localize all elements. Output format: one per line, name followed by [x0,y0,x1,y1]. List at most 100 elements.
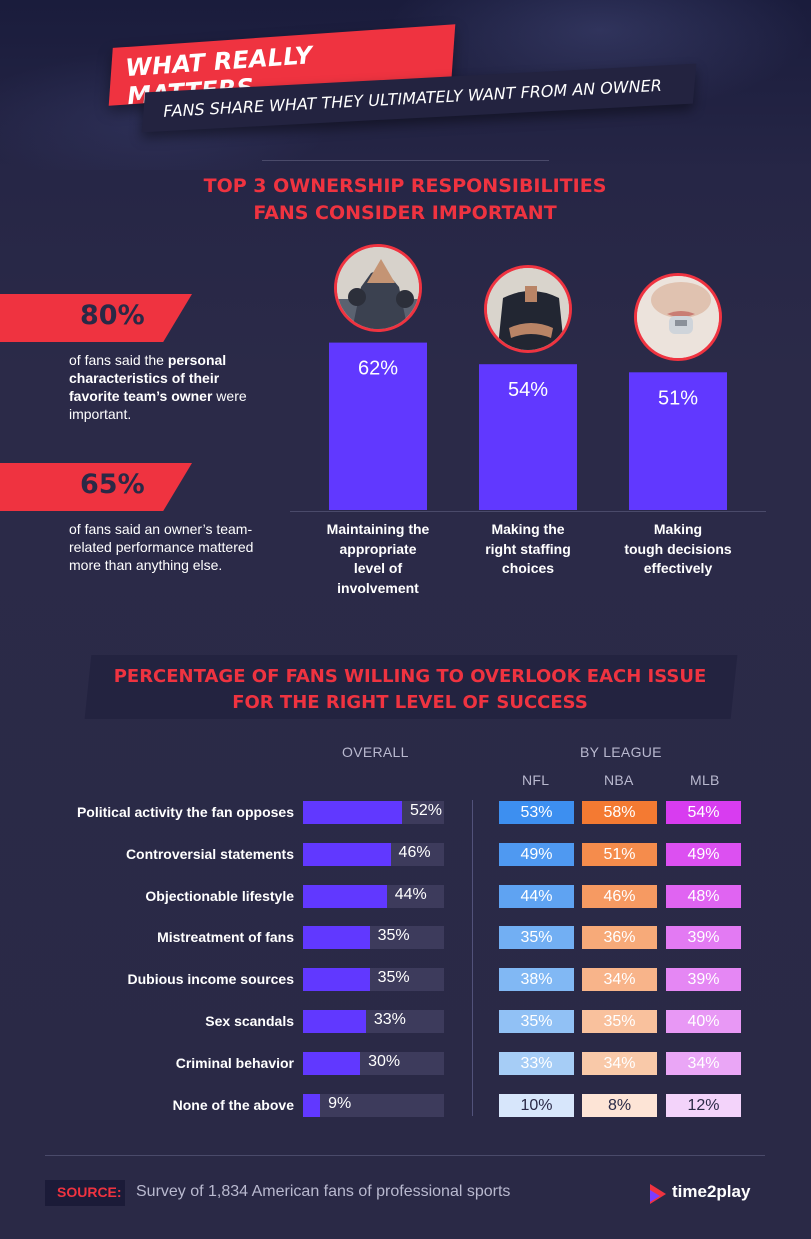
nba-value-cell: 46% [582,884,657,908]
nba-value-cell: 36% [582,926,657,950]
overall-bar [303,1093,321,1117]
stat-banner-2 [0,463,192,511]
source-label: SOURCE: [57,1184,122,1200]
nfl-column-header: NFL [522,772,550,788]
mlb-value-cell: 40% [666,1010,741,1033]
overall-bar [303,801,402,824]
overall-bar-track: 35% [303,926,444,950]
stat-description-1-post: were important. [69,388,247,422]
source-text: Survey of 1,834 American fans of profess… [136,1183,511,1200]
overall-bar-track: 52% [303,801,444,824]
team-hands-illustration [337,247,419,329]
overall-bar-track: 9% [303,1093,444,1117]
nba-value-cell: 8% [582,1093,657,1117]
mlb-value-cell: 34% [666,1051,741,1075]
section2-title-line1: PERCENTAGE OF FANS WILLING TO OVERLOOK E… [113,666,707,687]
stat-description-1-bold: personal characteristics of their favori… [69,352,227,404]
overall-bar [303,1010,366,1033]
brand-name: time2play [672,1182,751,1201]
mlb-value-cell: 48% [666,884,741,908]
nba-value-cell: 35% [582,1010,657,1033]
nba-value-cell: 34% [582,968,657,992]
nba-value-cell: 34% [582,1051,657,1075]
mlb-value-cell: 49% [666,842,741,866]
nba-value-cell: 58% [582,801,657,824]
whistle-photo-icon [634,273,722,361]
section1-top-divider [262,160,549,161]
stat-description-2-text: of fans said an owner’s team-related per… [69,521,254,573]
referee-back-photo-icon [484,265,572,353]
league-separator [472,800,473,1116]
top3-bar-value-2: 54% [508,379,548,401]
by-league-column-header: BY LEAGUE [580,744,662,760]
nfl-value-cell: 38% [499,968,574,992]
top3-chart-svg: 62% 54% 51% [329,342,727,510]
issue-label: Dubious income sources [127,971,294,988]
overall-value: 35% [377,969,410,987]
nfl-value-cell: 49% [499,842,574,866]
nfl-value-cell: 53% [499,801,574,824]
mlb-value-cell: 39% [666,926,741,950]
overall-value: 9% [328,1094,352,1112]
overall-column-header: OVERALL [342,744,409,760]
issue-label: Mistreatment of fans [157,929,294,946]
nba-column-header: NBA [604,772,634,788]
mlb-value-cell: 12% [666,1093,741,1117]
team-hands-photo-icon [334,244,422,332]
overall-value: 33% [373,1011,406,1028]
overall-bar [303,842,391,866]
stat-banner-1 [0,294,192,342]
section1-title-line2: FANS CONSIDER IMPORTANT [253,202,557,224]
overall-bar [303,926,370,950]
overall-bar [303,1051,361,1075]
nba-value-cell: 51% [582,842,657,866]
issue-label: Controversial statements [125,845,294,862]
top3-bar-2 [479,364,577,510]
overall-value: 52% [409,802,442,819]
source-label-box [45,1180,125,1206]
overall-bar-track: 33% [303,1010,444,1033]
nfl-value-cell: 35% [499,926,574,950]
footer-divider [45,1155,765,1156]
section2-title: PERCENTAGE OF FANS WILLING TO OVERLOOK E… [90,664,730,716]
mlb-value-cell: 39% [666,968,741,992]
top3-bar-value-3: 51% [658,387,698,409]
stat-value-2: 65% [80,469,145,500]
stat-description-1-pre: of fans said the [69,352,168,368]
section1-title-line1: TOP 3 OWNERSHIP RESPONSIBILITIES [203,175,607,197]
issue-label: Objectionable lifestyle [145,887,294,904]
section2-title-line2: FOR THE RIGHT LEVEL OF SUCCESS [232,692,588,713]
overall-value: 46% [398,843,431,861]
nfl-value-cell: 10% [499,1093,574,1117]
stat-description-1: of fans said the personal characteristic… [69,351,269,423]
issue-label: Criminal behavior [175,1054,294,1071]
nfl-value-cell: 35% [499,1010,574,1033]
whistle-illustration [637,276,719,358]
top3-bar-1 [329,342,427,510]
stat-value-1: 80% [80,300,145,331]
overall-bar-track: 30% [303,1051,444,1075]
overall-bar [303,884,387,908]
top3-category-label-1: Maintaining the appropriate level of involv… [326,521,430,596]
mlb-column-header: MLB [690,772,720,788]
overall-bar-track: 35% [303,968,444,992]
issue-label: None of the above [172,1096,294,1113]
referee-back-illustration [487,268,569,350]
overall-bar-track: 46% [303,842,444,866]
nfl-value-cell: 44% [499,884,574,908]
overall-value: 30% [368,1052,401,1070]
issue-label: Sex scandals [205,1013,294,1029]
top3-bar-value-1: 62% [358,358,398,380]
time2play-logo-icon [650,1184,666,1204]
top3-bar-chart: 62% 54% 51% Maintaining the appropriate leve… [290,240,766,610]
top3-category-label-2: Making the right staffing choices [485,521,571,576]
overall-bar [303,968,370,992]
overall-value: 44% [394,885,427,903]
mlb-value-cell: 54% [666,801,741,824]
top3-category-label-3: Making tough decisions effectively [624,521,732,576]
top3-baseline [290,511,766,512]
issue-label: Political activity the fan opposes [76,804,294,820]
nfl-value-cell: 33% [499,1051,574,1075]
section1-title: TOP 3 OWNERSHIP RESPONSIBILITIES FANS CO… [110,173,700,227]
top3-bar-3 [629,372,727,510]
